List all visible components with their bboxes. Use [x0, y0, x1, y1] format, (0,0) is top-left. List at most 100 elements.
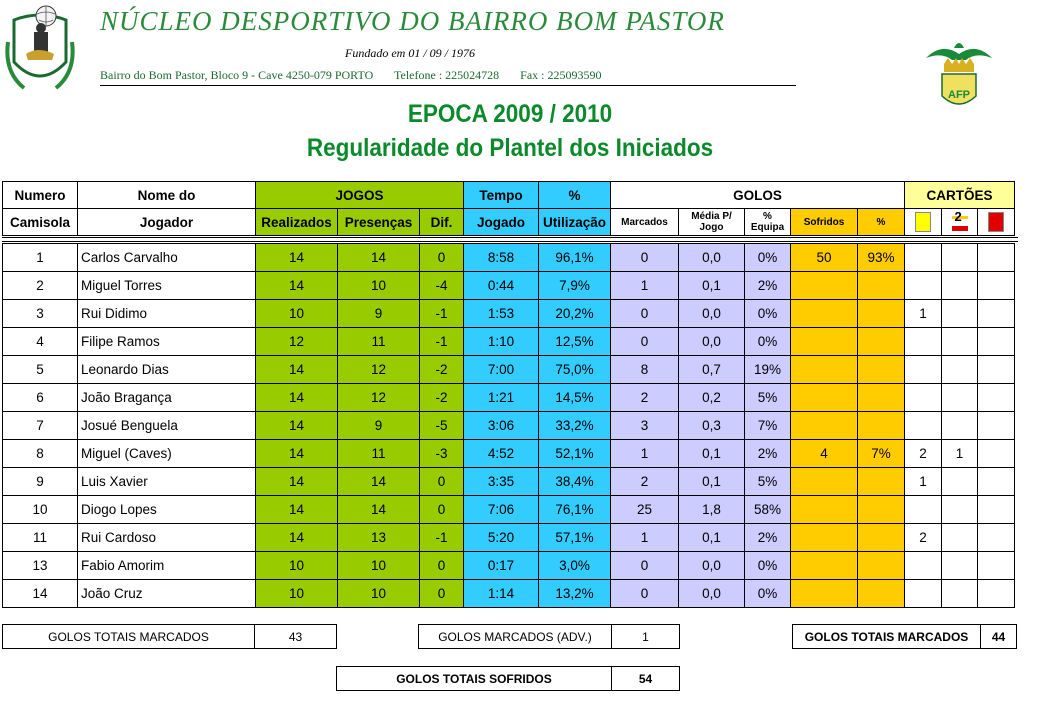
table-row: 14 João Cruz 10 10 0 1:14 13,2% 0 0,0 0% — [2, 579, 1015, 608]
player-number-cell: 3 — [2, 299, 78, 328]
attendances-cell: 10 — [337, 551, 420, 580]
team-goal-share-cell: 2% — [744, 439, 791, 468]
player-name-cell: Rui Cardoso — [77, 523, 256, 552]
difference-cell: 0 — [419, 495, 464, 524]
second-yellows-cell — [941, 579, 978, 608]
conceded-pct-cell — [857, 327, 905, 356]
goals-scored-cell: 0 — [610, 299, 679, 328]
games-played-cell: 14 — [255, 355, 338, 384]
goals-per-game-cell: 0,0 — [678, 579, 745, 608]
yellow-cards-cell: 1 — [904, 299, 942, 328]
goals-per-game-cell: 0,0 — [678, 551, 745, 580]
table-row: 1 Carlos Carvalho 14 14 0 8:58 96,1% 0 0,0 0% 50 93… — [2, 243, 1015, 272]
time-played-cell: 0:44 — [463, 271, 539, 300]
media-line2: Jogo — [699, 222, 724, 233]
table-row: 3 Rui Didimo 10 9 -1 1:53 20,2% 0 0,0 0% 1 — [2, 299, 1015, 328]
red-cards-cell — [977, 579, 1015, 608]
yellow-cards-cell — [904, 327, 942, 356]
founded-date: Fundado em 01 / 09 / 1976 — [345, 46, 475, 60]
conceded-pct-cell: 7% — [857, 439, 905, 468]
difference-cell: 0 — [419, 467, 464, 496]
conceded-pct-cell — [857, 411, 905, 440]
player-name-cell: Miguel (Caves) — [77, 439, 256, 468]
col-header-red-card — [977, 208, 1015, 236]
team-goal-share-cell: 5% — [744, 383, 791, 412]
second-yellows-cell — [941, 299, 978, 328]
utilization-cell: 12,5% — [538, 327, 611, 356]
col-header-jogador: Jogador — [77, 208, 256, 236]
col-group-jogos: JOGOS — [255, 181, 464, 209]
yellow-cards-cell — [904, 495, 942, 524]
time-played-cell: 0:17 — [463, 551, 539, 580]
games-played-cell: 12 — [255, 327, 338, 356]
goals-scored-cell: 0 — [610, 243, 679, 272]
club-name: NÚCLEO DESPORTIVO DO BAIRRO BOM PASTOR — [100, 6, 725, 36]
difference-cell: 0 — [419, 243, 464, 272]
attendances-cell: 10 — [337, 271, 420, 300]
second-yellow-card-icon: 2 — [951, 210, 968, 231]
table-row: 6 João Bragança 14 12 -2 1:21 14,5% 2 0,2 5% — [2, 383, 1015, 412]
pct-equipa-line1: % — [763, 211, 772, 222]
conceded-pct-cell — [857, 495, 905, 524]
player-number-cell: 1 — [2, 243, 78, 272]
time-played-cell: 1:21 — [463, 383, 539, 412]
goals-scored-cell: 25 — [610, 495, 679, 524]
table-row: 2 Miguel Torres 14 10 -4 0:44 7,9% 1 0,1 2% — [2, 271, 1015, 300]
second-yellows-cell — [941, 495, 978, 524]
yellow-cards-cell — [904, 411, 942, 440]
table-row: 5 Leonardo Dias 14 12 -2 7:00 75,0% 8 0,7 19% — [2, 355, 1015, 384]
table-row: 9 Luis Xavier 14 14 0 3:35 38,4% 2 0,1 5% 1 — [2, 467, 1015, 496]
goals-per-game-cell: 1,8 — [678, 495, 745, 524]
games-played-cell: 10 — [255, 299, 338, 328]
time-played-cell: 8:58 — [463, 243, 539, 272]
red-cards-cell — [977, 439, 1015, 468]
team-goal-share-cell: 0% — [744, 299, 791, 328]
goals-conceded-cell: 50 — [790, 243, 858, 272]
pct-equipa-line2: Equipa — [750, 222, 785, 233]
goals-conceded-cell — [790, 355, 858, 384]
goals-scored-cell: 1 — [610, 523, 679, 552]
goals-conceded-cell — [790, 383, 858, 412]
goals-scored-cell: 0 — [610, 551, 679, 580]
yellow-cards-cell: 2 — [904, 523, 942, 552]
difference-cell: -1 — [419, 523, 464, 552]
time-played-cell: 1:14 — [463, 579, 539, 608]
table-header: Numero Nome do JOGOS Tempo % GOLOS CARTÕ… — [2, 181, 1015, 236]
table-row: 11 Rui Cardoso 14 13 -1 5:20 57,1% 1 0,1 2% 2 — [2, 523, 1015, 552]
utilization-cell: 33,2% — [538, 411, 611, 440]
player-number-cell: 2 — [2, 271, 78, 300]
header-separator — [2, 237, 1018, 242]
team-goal-share-cell: 0% — [744, 243, 791, 272]
second-yellows-cell: 1 — [941, 439, 978, 468]
player-name-cell: Rui Didimo — [77, 299, 256, 328]
games-played-cell: 14 — [255, 495, 338, 524]
time-played-cell: 3:35 — [463, 467, 539, 496]
time-played-cell: 3:06 — [463, 411, 539, 440]
conceded-pct-cell — [857, 467, 905, 496]
games-played-cell: 14 — [255, 523, 338, 552]
yellow-cards-cell — [904, 243, 942, 272]
red-cards-cell — [977, 299, 1015, 328]
time-played-cell: 5:20 — [463, 523, 539, 552]
difference-cell: -3 — [419, 439, 464, 468]
goals-scored-cell: 2 — [610, 383, 679, 412]
team-goal-share-cell: 5% — [744, 467, 791, 496]
red-cards-cell — [977, 327, 1015, 356]
difference-cell: -1 — [419, 327, 464, 356]
opponent-own-goals-value: 1 — [611, 624, 680, 649]
player-number-cell: 5 — [2, 355, 78, 384]
second-yellows-cell — [941, 327, 978, 356]
goals-scored-cell: 0 — [610, 579, 679, 608]
goals-per-game-cell: 0,1 — [678, 439, 745, 468]
red-cards-cell — [977, 523, 1015, 552]
yellow-card-icon — [915, 212, 931, 232]
total-goals-conceded-value: 54 — [611, 666, 680, 691]
red-cards-cell — [977, 467, 1015, 496]
col-header-second-yellow: 2 — [941, 208, 978, 236]
red-card-icon — [988, 212, 1004, 232]
games-played-cell: 14 — [255, 243, 338, 272]
difference-cell: -4 — [419, 271, 464, 300]
second-yellows-cell — [941, 551, 978, 580]
player-name-cell: João Bragança — [77, 383, 256, 412]
utilization-cell: 96,1% — [538, 243, 611, 272]
